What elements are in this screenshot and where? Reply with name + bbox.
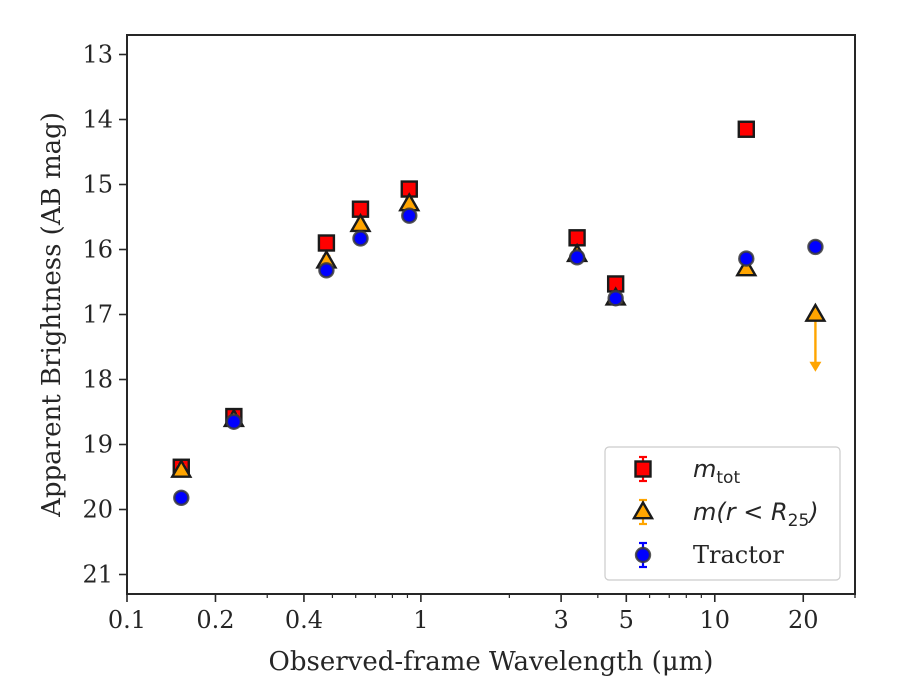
legend-box: [604, 446, 841, 581]
circle-marker: [173, 489, 190, 506]
y-tick-label: 21: [82, 561, 113, 589]
y-tick-label: 14: [82, 106, 113, 134]
x-tick-label: 20: [788, 606, 819, 634]
x-tick-label: 0.1: [108, 606, 146, 634]
circle-marker: [352, 230, 369, 247]
legend-suffix: ): [807, 498, 818, 526]
triangle-marker: [631, 500, 655, 520]
upper-limit-arrowhead: [809, 361, 822, 372]
circle-marker: [634, 546, 652, 564]
triangle-marker: [170, 458, 193, 478]
x-tick-label: 1: [413, 606, 428, 634]
square-marker: [737, 120, 755, 138]
circle-marker: [738, 250, 755, 267]
y-tick-label: 20: [82, 496, 113, 524]
legend-label: Tractor: [693, 541, 784, 569]
circle-marker: [807, 238, 824, 256]
x-tick-label: 10: [700, 606, 731, 634]
x-tick-label: 0.4: [285, 606, 323, 634]
legend-subscript: tot: [716, 468, 740, 488]
y-axis-label: Apparent Brightness (AB mag): [37, 112, 67, 518]
plot-frame: [126, 34, 856, 595]
circle-marker: [318, 262, 335, 279]
triangle-marker: [735, 257, 758, 277]
circle-marker: [568, 249, 586, 266]
series-triangle: [170, 192, 827, 478]
y-tick-label: 18: [82, 366, 113, 394]
x-axis-label: Observed-frame Wavelength (μm): [269, 647, 714, 677]
series-circle: [173, 207, 824, 506]
y-tick-label: 16: [82, 236, 113, 264]
triangle-marker: [804, 302, 827, 322]
y-tick-label: 17: [82, 301, 113, 329]
marks-layer: [170, 120, 827, 506]
y-tick-label: 13: [82, 41, 113, 69]
square-marker: [634, 460, 652, 478]
y-tick-label: 15: [82, 171, 113, 199]
circle-marker: [607, 290, 624, 307]
circle-marker: [225, 413, 243, 430]
square-marker: [317, 234, 336, 252]
x-tick-label: 0.2: [196, 606, 234, 634]
circle-marker: [401, 207, 418, 224]
x-tick-label: 5: [619, 606, 634, 634]
y-tick-label: 19: [82, 431, 113, 459]
legend-item: Tractor: [634, 541, 784, 569]
legend-subscript: 25: [788, 511, 810, 531]
series-square: [172, 120, 755, 476]
x-tick-label: 3: [553, 606, 568, 634]
